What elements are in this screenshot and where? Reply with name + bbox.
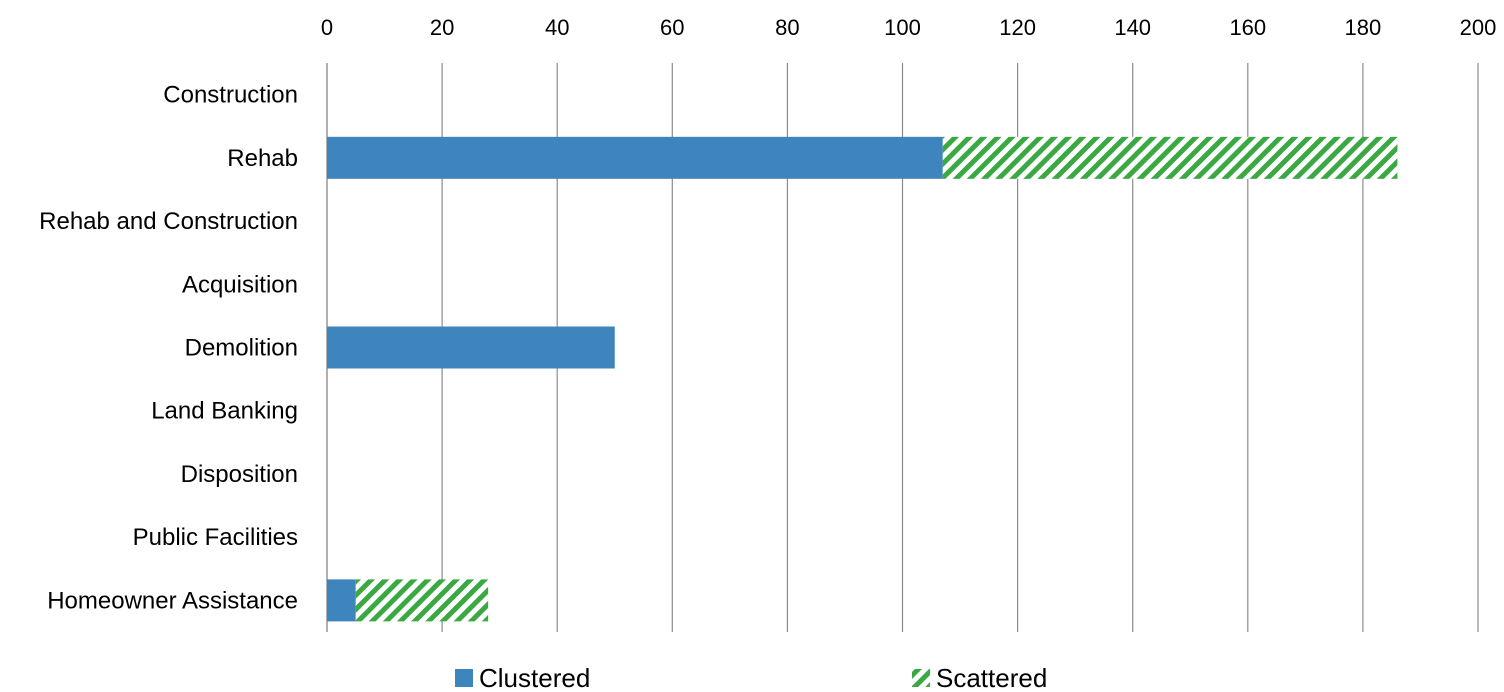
bar-clustered-rehab [327,136,943,179]
bar-clustered-homeowner-assistance [327,579,356,622]
x-tick-label: 140 [1114,15,1151,40]
legend: Clustered Scattered [455,663,1047,692]
x-tick-label: 180 [1345,15,1382,40]
x-tick-label: 120 [999,15,1036,40]
legend-label-clustered: Clustered [479,663,590,692]
x-axis-ticks: 0 20 40 60 80 100 120 140 160 180 200 [321,15,1496,40]
x-tick-label: 0 [321,15,333,40]
x-tick-label: 160 [1229,15,1266,40]
legend-swatch-scattered [912,669,930,687]
category-label: Demolition [185,335,298,362]
x-tick-label: 100 [884,15,921,40]
x-tick-label: 20 [430,15,454,40]
x-tick-label: 40 [545,15,569,40]
category-label: Land Banking [151,398,298,425]
category-label: Rehab and Construction [39,208,298,235]
category-label: Construction [163,82,298,109]
bars [327,136,1398,622]
x-tick-label: 200 [1460,15,1497,40]
bar-scattered-homeowner-assistance [355,579,489,622]
category-label: Acquisition [182,271,298,298]
legend-label-scattered: Scattered [936,663,1047,692]
bar-scattered-rehab [942,136,1398,179]
category-label: Public Facilities [133,524,298,551]
category-label: Rehab [227,145,298,172]
legend-swatch-clustered [455,669,473,687]
category-labels: Construction Rehab Rehab and Construction A… [39,82,298,615]
category-label: Disposition [181,461,298,488]
bar-clustered-demolition [327,326,615,369]
x-tick-label: 80 [775,15,799,40]
category-label: Homeowner Assistance [47,587,298,614]
x-tick-label: 60 [660,15,684,40]
